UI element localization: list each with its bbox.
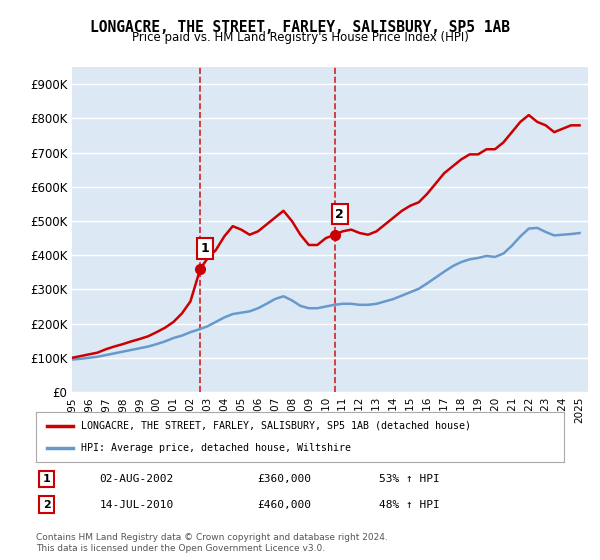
- Text: 53% ↑ HPI: 53% ↑ HPI: [379, 474, 440, 484]
- Text: HPI: Average price, detached house, Wiltshire: HPI: Average price, detached house, Wilt…: [81, 443, 351, 453]
- Text: 02-AUG-2002: 02-AUG-2002: [100, 474, 173, 484]
- Text: 1: 1: [201, 242, 209, 255]
- Text: 2: 2: [43, 500, 50, 510]
- Text: 48% ↑ HPI: 48% ↑ HPI: [379, 500, 440, 510]
- Text: £460,000: £460,000: [258, 500, 312, 510]
- Text: Price paid vs. HM Land Registry's House Price Index (HPI): Price paid vs. HM Land Registry's House …: [131, 31, 469, 44]
- Text: £360,000: £360,000: [258, 474, 312, 484]
- Text: LONGACRE, THE STREET, FARLEY, SALISBURY, SP5 1AB: LONGACRE, THE STREET, FARLEY, SALISBURY,…: [90, 20, 510, 35]
- Text: 14-JUL-2010: 14-JUL-2010: [100, 500, 173, 510]
- Text: 1: 1: [43, 474, 50, 484]
- Text: LONGACRE, THE STREET, FARLEY, SALISBURY, SP5 1AB (detached house): LONGACRE, THE STREET, FARLEY, SALISBURY,…: [81, 421, 471, 431]
- Text: Contains HM Land Registry data © Crown copyright and database right 2024.
This d: Contains HM Land Registry data © Crown c…: [36, 533, 388, 553]
- Text: 2: 2: [335, 208, 344, 221]
